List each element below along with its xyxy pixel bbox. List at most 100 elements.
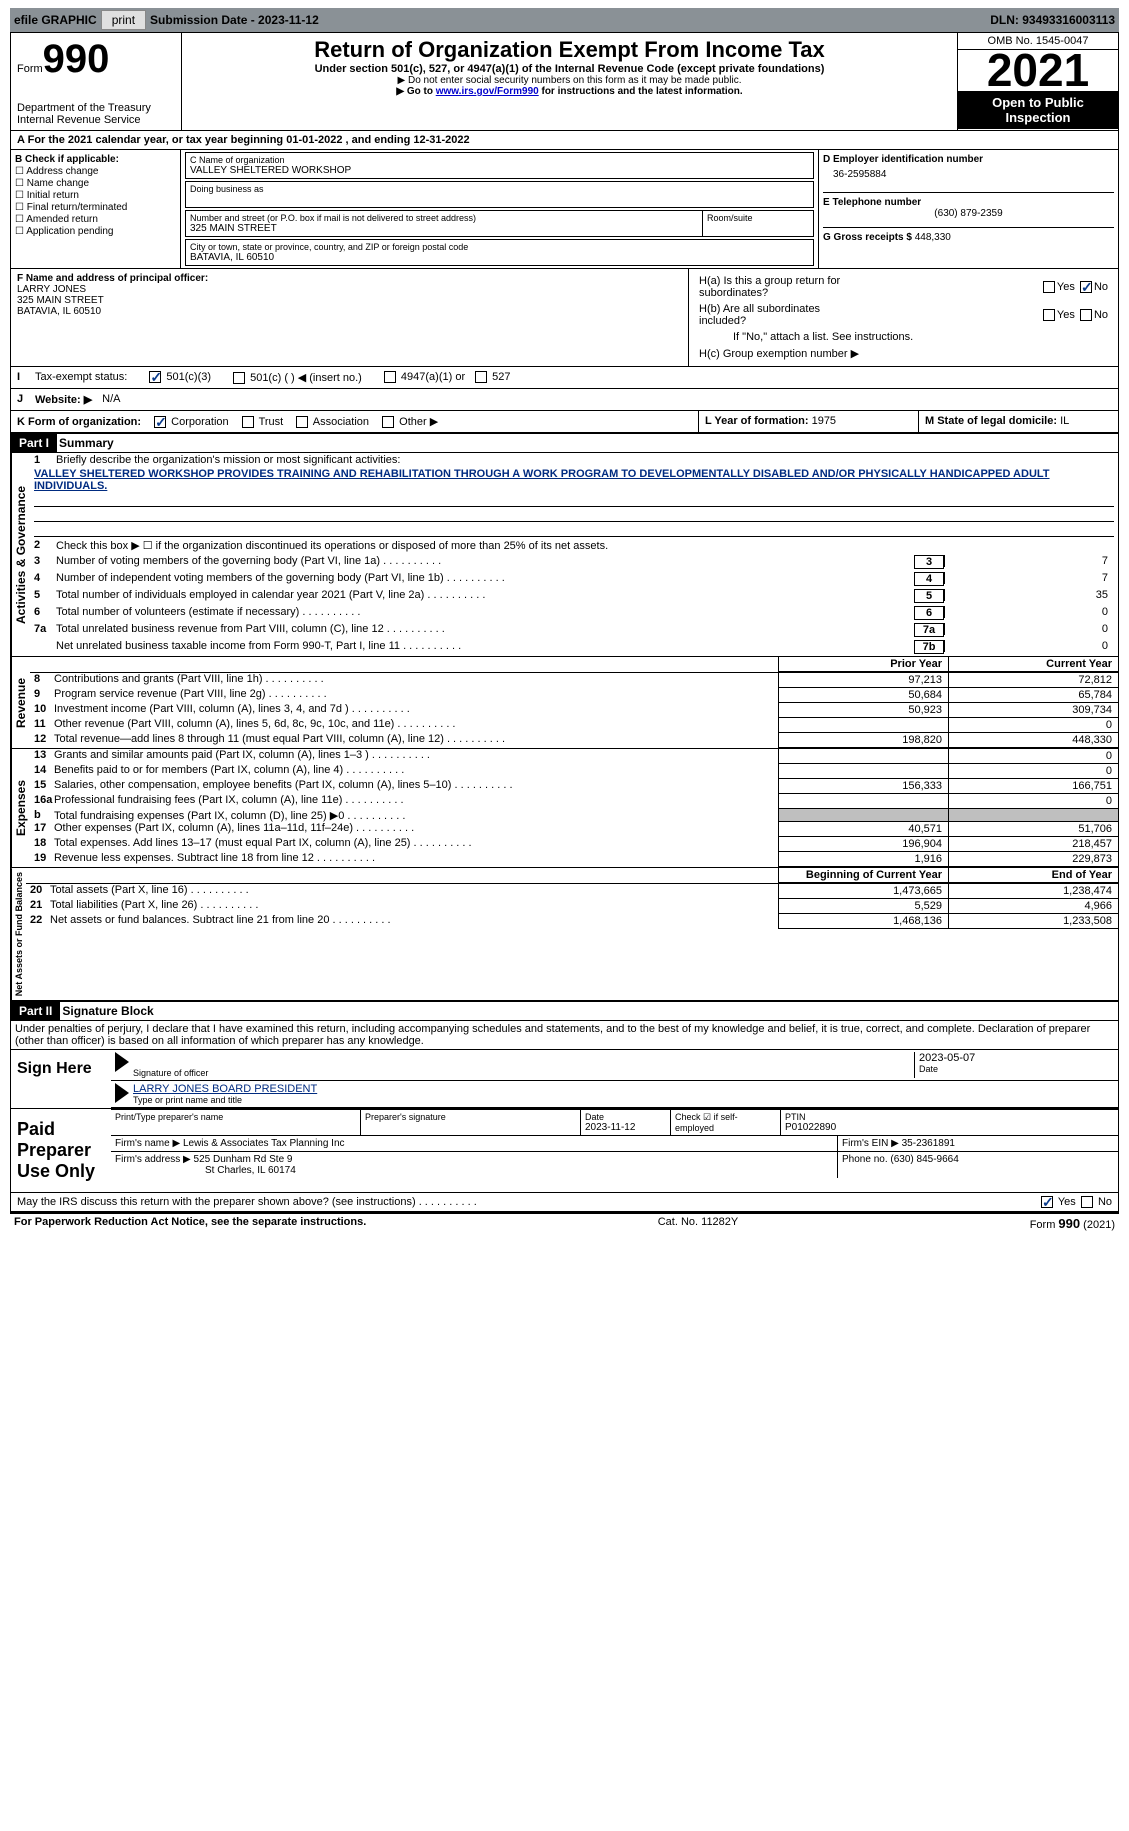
hb-no[interactable] <box>1080 309 1092 321</box>
ptin: P01022890 <box>785 1122 1114 1133</box>
open-inspection: Open to Public Inspection <box>958 91 1118 129</box>
website-label: Website: ▶ <box>35 393 92 406</box>
vlabel-governance: Activities & Governance <box>11 453 30 656</box>
mission-text: VALLEY SHELTERED WORKSHOP PROVIDES TRAIN… <box>30 468 1118 492</box>
table-row: bTotal fundraising expenses (Part IX, co… <box>30 809 1118 822</box>
table-row: 14Benefits paid to or for members (Part … <box>30 764 1118 779</box>
chk-assoc[interactable] <box>296 416 308 428</box>
ein-label: D Employer identification number <box>823 154 1114 165</box>
discuss-no[interactable] <box>1081 1196 1093 1208</box>
col-current: Current Year <box>948 657 1118 672</box>
chk-name[interactable]: ☐ Name change <box>15 178 176 189</box>
table-row: 18Total expenses. Add lines 13–17 (must … <box>30 837 1118 852</box>
firm-ein: 35-2361891 <box>902 1138 955 1149</box>
l2-text: Check this box ▶ ☐ if the organization d… <box>56 539 1114 552</box>
l7a-val: 0 <box>944 623 1114 635</box>
l5-val: 35 <box>944 589 1114 601</box>
chk-other[interactable] <box>382 416 394 428</box>
vlabel-expenses: Expenses <box>11 749 30 867</box>
cat-no: Cat. No. 11282Y <box>658 1216 739 1231</box>
form-org-label: K Form of organization: <box>17 416 141 428</box>
l5-text: Total number of individuals employed in … <box>56 589 914 601</box>
table-row: 11Other revenue (Part VIII, column (A), … <box>30 718 1118 733</box>
receipts-value: 448,330 <box>915 232 951 243</box>
org-name-box: C Name of organization VALLEY SHELTERED … <box>185 152 814 179</box>
l7b-text: Net unrelated business taxable income fr… <box>56 640 914 652</box>
dln: DLN: 93493316003113 <box>990 13 1115 27</box>
chk-trust[interactable] <box>242 416 254 428</box>
chk-4947[interactable] <box>384 371 396 383</box>
tax-status-label: Tax-exempt status: <box>35 371 127 384</box>
chk-amended[interactable]: ☐ Amended return <box>15 214 176 225</box>
chk-final[interactable]: ☐ Final return/terminated <box>15 202 176 213</box>
irs-link[interactable]: www.irs.gov/Form990 <box>436 86 539 97</box>
col-eoy: End of Year <box>948 868 1118 883</box>
chk-initial[interactable]: ☐ Initial return <box>15 190 176 201</box>
period-row: A For the 2021 calendar year, or tax yea… <box>10 131 1119 150</box>
ha-yes[interactable] <box>1043 281 1055 293</box>
officer-name: LARRY JONES BOARD PRESIDENT <box>133 1083 1114 1095</box>
chk-501c[interactable] <box>233 372 245 384</box>
chk-527[interactable] <box>475 371 487 383</box>
firm-addr1: 525 Dunham Rd Ste 9 <box>194 1154 293 1165</box>
table-row: 15Salaries, other compensation, employee… <box>30 779 1118 794</box>
table-row: 20Total assets (Part X, line 16)1,473,66… <box>26 884 1118 899</box>
l6-text: Total number of volunteers (estimate if … <box>56 606 914 618</box>
col-boy: Beginning of Current Year <box>778 868 948 883</box>
chk-pending[interactable]: ☐ Application pending <box>15 226 176 237</box>
section-b: B Check if applicable: ☐ Address change … <box>11 150 181 268</box>
ssn-note: ▶ Do not enter social security numbers o… <box>186 75 953 86</box>
form-word: Form <box>17 63 43 75</box>
receipts-label: G Gross receipts $ <box>823 232 912 243</box>
topbar: efile GRAPHIC print Submission Date - 20… <box>10 8 1119 32</box>
hb-yes[interactable] <box>1043 309 1055 321</box>
part2-header: Part II <box>11 1002 60 1020</box>
efile-label: efile GRAPHIC <box>14 13 97 27</box>
l4-val: 7 <box>944 572 1114 584</box>
city-box: City or town, state or province, country… <box>185 239 814 266</box>
hc-label: H(c) Group exemption number ▶ <box>693 345 1114 362</box>
addr-box: Number and street (or P.O. box if mail i… <box>185 210 814 237</box>
officer-box: F Name and address of principal officer:… <box>11 269 688 366</box>
phone-value: (630) 879-2359 <box>823 208 1114 219</box>
discuss-yes[interactable] <box>1041 1196 1053 1208</box>
table-row: 21Total liabilities (Part X, line 26)5,5… <box>26 899 1118 914</box>
col-prior: Prior Year <box>778 657 948 672</box>
hb-note: If "No," attach a list. See instructions… <box>693 329 1114 345</box>
table-row: 16aProfessional fundraising fees (Part I… <box>30 794 1118 809</box>
goto-a: ▶ Go to <box>396 86 435 97</box>
chk-corp[interactable] <box>154 416 166 428</box>
chk-501c3[interactable] <box>149 371 161 383</box>
table-row: 13Grants and similar amounts paid (Part … <box>30 749 1118 764</box>
paid-preparer-label: Paid Preparer Use Only <box>11 1109 111 1192</box>
vlabel-netassets: Net Assets or Fund Balances <box>11 868 26 1000</box>
sign-here-label: Sign Here <box>11 1050 111 1108</box>
ein-value: 36-2595884 <box>823 165 1114 184</box>
firm-phone: (630) 845-9664 <box>890 1154 958 1165</box>
l6-val: 0 <box>944 606 1114 618</box>
print-button[interactable]: print <box>101 10 146 30</box>
l3-text: Number of voting members of the governin… <box>56 555 914 567</box>
year-formation: 1975 <box>812 415 836 427</box>
form-ref: Form 990 (2021) <box>1030 1216 1115 1231</box>
chk-address[interactable]: ☐ Address change <box>15 166 176 177</box>
table-row: 9Program service revenue (Part VIII, lin… <box>30 688 1118 703</box>
firm-name: Lewis & Associates Tax Planning Inc <box>183 1138 345 1149</box>
table-row: 10Investment income (Part VIII, column (… <box>30 703 1118 718</box>
ha-label: H(a) Is this a group return for subordin… <box>699 275 858 299</box>
arrow-icon <box>115 1052 129 1072</box>
self-employed-check[interactable]: Check ☑ if self-employed <box>675 1112 776 1133</box>
part1-title: Summary <box>57 434 116 452</box>
tax-year: 2021 <box>958 50 1118 91</box>
website-value: N/A <box>102 393 120 406</box>
sig-officer-label: Signature of officer <box>133 1068 914 1078</box>
form-title: Return of Organization Exempt From Incom… <box>186 37 953 63</box>
firm-addr2: St Charles, IL 60174 <box>115 1165 833 1176</box>
table-row: 8Contributions and grants (Part VIII, li… <box>30 673 1118 688</box>
table-row: 22Net assets or fund balances. Subtract … <box>26 914 1118 929</box>
penalty-text: Under penalties of perjury, I declare th… <box>10 1021 1119 1050</box>
vlabel-revenue: Revenue <box>11 657 30 748</box>
goto-b: for instructions and the latest informat… <box>539 86 743 97</box>
prep-date: 2023-11-12 <box>585 1122 666 1133</box>
ha-no[interactable] <box>1080 281 1092 293</box>
